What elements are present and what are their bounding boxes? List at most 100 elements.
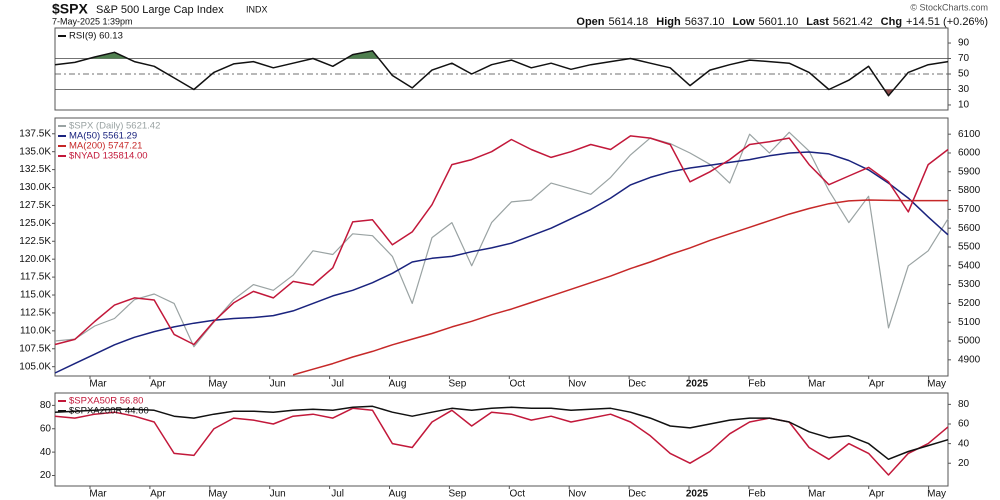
quote-label: High	[656, 16, 681, 28]
copyright: © StockCharts.com	[910, 2, 988, 12]
date: 7-May-2025 1:39pm	[52, 16, 133, 26]
legend-label: MA(50) 5561.29	[69, 131, 137, 142]
y2-tick-label: 70	[958, 53, 970, 64]
x-tick-label: Dec	[628, 489, 646, 500]
x-tick-label: Jul	[331, 489, 344, 500]
y2-tick-label: 60	[958, 419, 970, 430]
legend-label: $SPX (Daily) 5621.42	[69, 121, 160, 132]
symbol: $SPX	[52, 1, 88, 17]
y2-tick-label: 5600	[958, 223, 981, 234]
legend-label: $NYAD 135814.00	[69, 151, 148, 162]
series-line	[292, 199, 948, 376]
x-tick-label: Nov	[568, 379, 586, 390]
x-tick-label: Jul	[331, 379, 344, 390]
y2-tick-label: 30	[958, 84, 970, 95]
x-tick-label: Sep	[449, 489, 467, 500]
y-tick-label: 60	[40, 423, 52, 434]
y2-tick-label: 80	[958, 399, 970, 410]
y2-tick-label: 4900	[958, 354, 981, 365]
x-tick-label: Oct	[510, 379, 526, 390]
x-tick-label: Sep	[449, 379, 467, 390]
y2-tick-label: 5200	[958, 298, 981, 309]
y-tick-label: 132.5K	[19, 164, 51, 175]
y-tick-label: 135.0K	[19, 146, 51, 157]
y-tick-label: 130.0K	[19, 182, 51, 193]
legend-label: MA(200) 5747.21	[69, 141, 142, 152]
quote-value: 5637.10	[685, 16, 725, 28]
x-tick-label: 2025	[686, 489, 709, 500]
y2-tick-label: 6000	[958, 148, 981, 159]
x-tick-label: Oct	[510, 489, 526, 500]
exchange: INDX	[246, 4, 268, 14]
y-tick-label: 105.0K	[19, 361, 51, 372]
series-line	[54, 131, 949, 348]
x-tick-label: Mar	[89, 379, 107, 390]
x-tick-label: May	[927, 379, 946, 390]
y-tick-label: 122.5K	[19, 236, 51, 247]
x-tick-label: Dec	[628, 379, 646, 390]
quote-value: 5601.10	[759, 16, 799, 28]
x-tick-label: Mar	[808, 489, 826, 500]
y2-tick-label: 50	[958, 69, 970, 80]
legend-label: RSI(9) 60.13	[69, 31, 123, 42]
x-tick-label: Apr	[150, 379, 166, 390]
y2-tick-label: 5100	[958, 317, 981, 328]
y2-tick-label: 5500	[958, 242, 981, 253]
legend-label: $SPXA50R 56.80	[69, 396, 143, 407]
y2-tick-label: 5300	[958, 279, 981, 290]
quote-label: Open	[576, 16, 604, 28]
x-tick-label: Mar	[89, 489, 107, 500]
quote-value: 5621.42	[833, 16, 873, 28]
y2-tick-label: 90	[958, 38, 970, 49]
y-tick-label: 40	[40, 447, 52, 458]
x-tick-label: Mar	[808, 379, 826, 390]
x-tick-label: May	[208, 379, 227, 390]
x-tick-label: Jun	[270, 379, 286, 390]
x-tick-label: Jun	[270, 489, 286, 500]
series-line	[54, 405, 949, 461]
series-line	[54, 407, 949, 476]
quote: +14.51 (+0.26%) Chg 5621.42 Last 5601.10 Low 5…	[576, 16, 988, 28]
y2-tick-label: 20	[958, 458, 970, 469]
y-tick-label: 127.5K	[19, 200, 51, 211]
quote-label: Last	[806, 16, 829, 28]
y-tick-label: 20	[40, 470, 52, 481]
quote-label: Low	[733, 16, 755, 28]
oversold-fill	[884, 89, 894, 96]
panel	[54, 27, 949, 111]
x-tick-label: Feb	[748, 379, 766, 390]
y2-tick-label: 5000	[958, 336, 981, 347]
y-tick-label: 137.5K	[19, 128, 51, 139]
series-line	[54, 135, 949, 346]
x-tick-label: May	[927, 489, 946, 500]
y-tick-label: 117.5K	[20, 272, 51, 283]
legend-label: $SPXA200R 44.60	[69, 406, 149, 417]
y-tick-label: 112.5K	[20, 308, 51, 319]
y2-tick-label: 5700	[958, 204, 981, 215]
y-tick-label: 110.0K	[20, 325, 51, 336]
y2-tick-label: 10	[958, 100, 970, 111]
panel	[54, 392, 949, 487]
series-line	[54, 50, 949, 97]
x-tick-label: Aug	[389, 489, 407, 500]
x-tick-label: 2025	[686, 379, 709, 390]
y2-tick-label: 5800	[958, 185, 981, 196]
quote-value: +14.51 (+0.26%)	[906, 16, 988, 28]
y2-tick-label: 6100	[958, 129, 981, 140]
x-tick-label: Apr	[869, 489, 885, 500]
y2-tick-label: 5900	[958, 166, 981, 177]
quote-label: Chg	[881, 16, 902, 28]
x-tick-label: Apr	[150, 489, 166, 500]
y-tick-label: 125.0K	[19, 218, 51, 229]
y-tick-label: 107.5K	[19, 343, 51, 354]
x-tick-label: May	[208, 489, 227, 500]
x-tick-label: Apr	[869, 379, 885, 390]
y-tick-label: 115.0K	[20, 290, 51, 301]
index-name: S&P 500 Large Cap Index	[96, 4, 224, 16]
quote-value: 5614.18	[609, 16, 649, 28]
y-tick-label: 120.0K	[19, 254, 51, 265]
y2-tick-label: 5400	[958, 260, 981, 271]
y-tick-label: 80	[40, 400, 52, 411]
x-tick-label: Aug	[389, 379, 407, 390]
